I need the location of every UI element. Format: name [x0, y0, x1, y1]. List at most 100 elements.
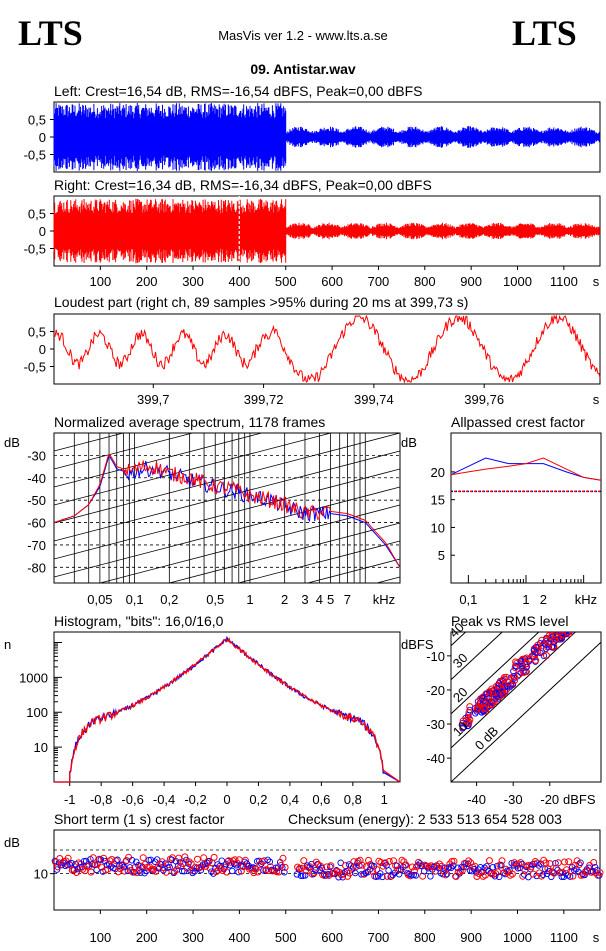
- peakrms-point-left: [471, 705, 479, 712]
- peakrms-point-right: [538, 636, 546, 644]
- time-xtick-label: 200: [136, 274, 158, 289]
- shortcrest-point-right: [565, 858, 573, 866]
- peakrms-point-right: [569, 610, 575, 616]
- spectrum-ytick-label: -50: [27, 493, 46, 508]
- app-title: MasVis ver 1.2 - www.lts.a.se: [218, 28, 388, 43]
- shortcrest-point-right: [358, 861, 366, 869]
- peakrms-diagonal-label: 30: [450, 650, 471, 671]
- peakrms-point-left: [574, 617, 580, 623]
- shortcrest-point-left: [137, 869, 144, 876]
- left-waveform: 0,5 0 -0,5: [24, 103, 600, 171]
- time-xtick-label: 500: [275, 274, 297, 289]
- histogram-plot: 1000 100 10 -1 -0,8 -0,6 -0,4 -0,2 0 0,2 0,4 0,6 0,8…: [19, 631, 401, 807]
- peakrms-point-left: [504, 682, 511, 690]
- peakrms-point-left: [576, 611, 582, 617]
- shortcrest-point-right: [508, 870, 516, 878]
- loudest-part-title: Loudest part (right ch, 89 samples >95% …: [54, 294, 468, 310]
- peakrms-point-left: [542, 645, 550, 653]
- shortcrest-point-left: [310, 870, 317, 878]
- shortcrest-point-left: [385, 867, 392, 874]
- peakrms-point-left: [517, 657, 525, 665]
- loudest-xtick-label: 399,76: [464, 392, 504, 407]
- peakrms-diagonal: [451, 641, 601, 782]
- peakrms-inner: [451, 610, 601, 782]
- peakrms-ytick-label: -10: [426, 649, 445, 664]
- shortcrest-point-right: [410, 867, 418, 875]
- spectrum-xtick-label: 4: [316, 592, 323, 607]
- logo-right: LTS: [512, 13, 577, 53]
- peakrms-point-right: [576, 612, 582, 618]
- shortcrest-point-left: [412, 872, 420, 879]
- peakrms-point-left: [583, 611, 589, 617]
- histogram-xtick-label: -0,4: [153, 792, 175, 807]
- spectrum-xtick-label: 2: [281, 592, 288, 607]
- spectrum-slope-line: [54, 468, 400, 560]
- shortcrest-point-left: [191, 868, 198, 875]
- shortcrest-point-left: [495, 873, 503, 881]
- shortcrest-point-left: [80, 857, 88, 865]
- time-xtick-label: 400: [229, 274, 251, 289]
- allpassed-ytick-label: 5: [438, 548, 445, 563]
- shortcrest-point-left: [178, 867, 186, 875]
- peakrms-point-right: [538, 648, 546, 656]
- peakrms-point-right: [576, 615, 582, 621]
- shortcrest-point-left: [558, 873, 566, 880]
- spectrum-series-left: [54, 456, 400, 568]
- tick-labels: 100 200 300 400 500 600 700 800 900 1000 1100 s: [89, 266, 600, 289]
- shortcrest-point-right: [139, 854, 147, 862]
- spectrum-slope-line: [306, 558, 400, 583]
- shortcrest-point-right: [467, 859, 475, 867]
- peakrms-point-right: [473, 706, 481, 713]
- spectrum-xtick-label: 1: [246, 592, 253, 607]
- shortcrest-point-right: [465, 857, 473, 865]
- peakrms-point-right: [466, 716, 474, 724]
- allpassed-xtick-label: 2: [540, 592, 547, 607]
- time-xtick-label: 1100: [550, 274, 578, 289]
- histogram-xtick-label: -1: [64, 792, 76, 807]
- shortcrest-point-right: [450, 857, 458, 865]
- spectrum-slope-line: [54, 433, 400, 524]
- histogram-series-right: [54, 636, 401, 783]
- shortcrest-point-left: [377, 870, 384, 877]
- peakrms-point-right: [511, 664, 519, 672]
- shortcrest-point-right: [596, 869, 604, 877]
- shortcrest-point-left: [470, 866, 478, 873]
- allpassed-ytick-label: 10: [431, 520, 445, 535]
- shortcrest-point-left: [445, 864, 453, 871]
- shortcrest-point-left: [427, 873, 434, 880]
- peakrms-point-right: [571, 618, 577, 624]
- peakrms-point-right: [463, 716, 470, 724]
- checksum-text: Checksum (energy): 2 533 513 654 528 003: [288, 811, 562, 827]
- spectrum-slope-line: [54, 433, 194, 470]
- right-ytick-label: 0,5: [28, 207, 46, 222]
- spectrum-ytick-label: -60: [27, 516, 46, 531]
- spectrum-ytick-label: -70: [27, 538, 46, 553]
- shortcrest-point-left: [197, 866, 205, 874]
- shortcrest-point-right: [183, 864, 191, 872]
- allpassed-ytick-label: 20: [431, 465, 445, 480]
- shortcrest-point-left: [489, 863, 497, 871]
- peakrms-point-right: [559, 632, 567, 639]
- histogram-xtick-label: -0,8: [90, 792, 112, 807]
- time-xtick-label: 800: [414, 274, 436, 289]
- right-waveform: 0,5 0 -0,5: [24, 196, 600, 266]
- peakrms-point-right: [575, 611, 581, 617]
- shortcrest-point-right: [300, 857, 308, 865]
- histogram-ytick-label: 10: [34, 740, 48, 755]
- spectrum-ylabel: dB: [4, 435, 20, 450]
- peakrms-point-right: [500, 674, 508, 681]
- shortcrest-point-left: [133, 858, 140, 866]
- shortcrest-xtick-label: 700: [368, 930, 390, 945]
- shortcrest-point-right: [561, 858, 568, 866]
- spectrum-xtick-label: 5: [327, 592, 334, 607]
- shortcrest-point-right: [400, 858, 408, 866]
- shortcrest-xtick-label: 1000: [503, 930, 532, 945]
- shortcrest-point-right: [435, 860, 443, 868]
- shortcrest-xtick-label: 100: [89, 930, 111, 945]
- histogram-xtick-label: -0,2: [184, 792, 206, 807]
- shortcrest-point-right: [575, 861, 583, 869]
- peakrms-point-right: [582, 610, 588, 616]
- time-unit-label: s: [593, 274, 600, 289]
- shortcrest-xtick-label: 1100: [550, 930, 578, 945]
